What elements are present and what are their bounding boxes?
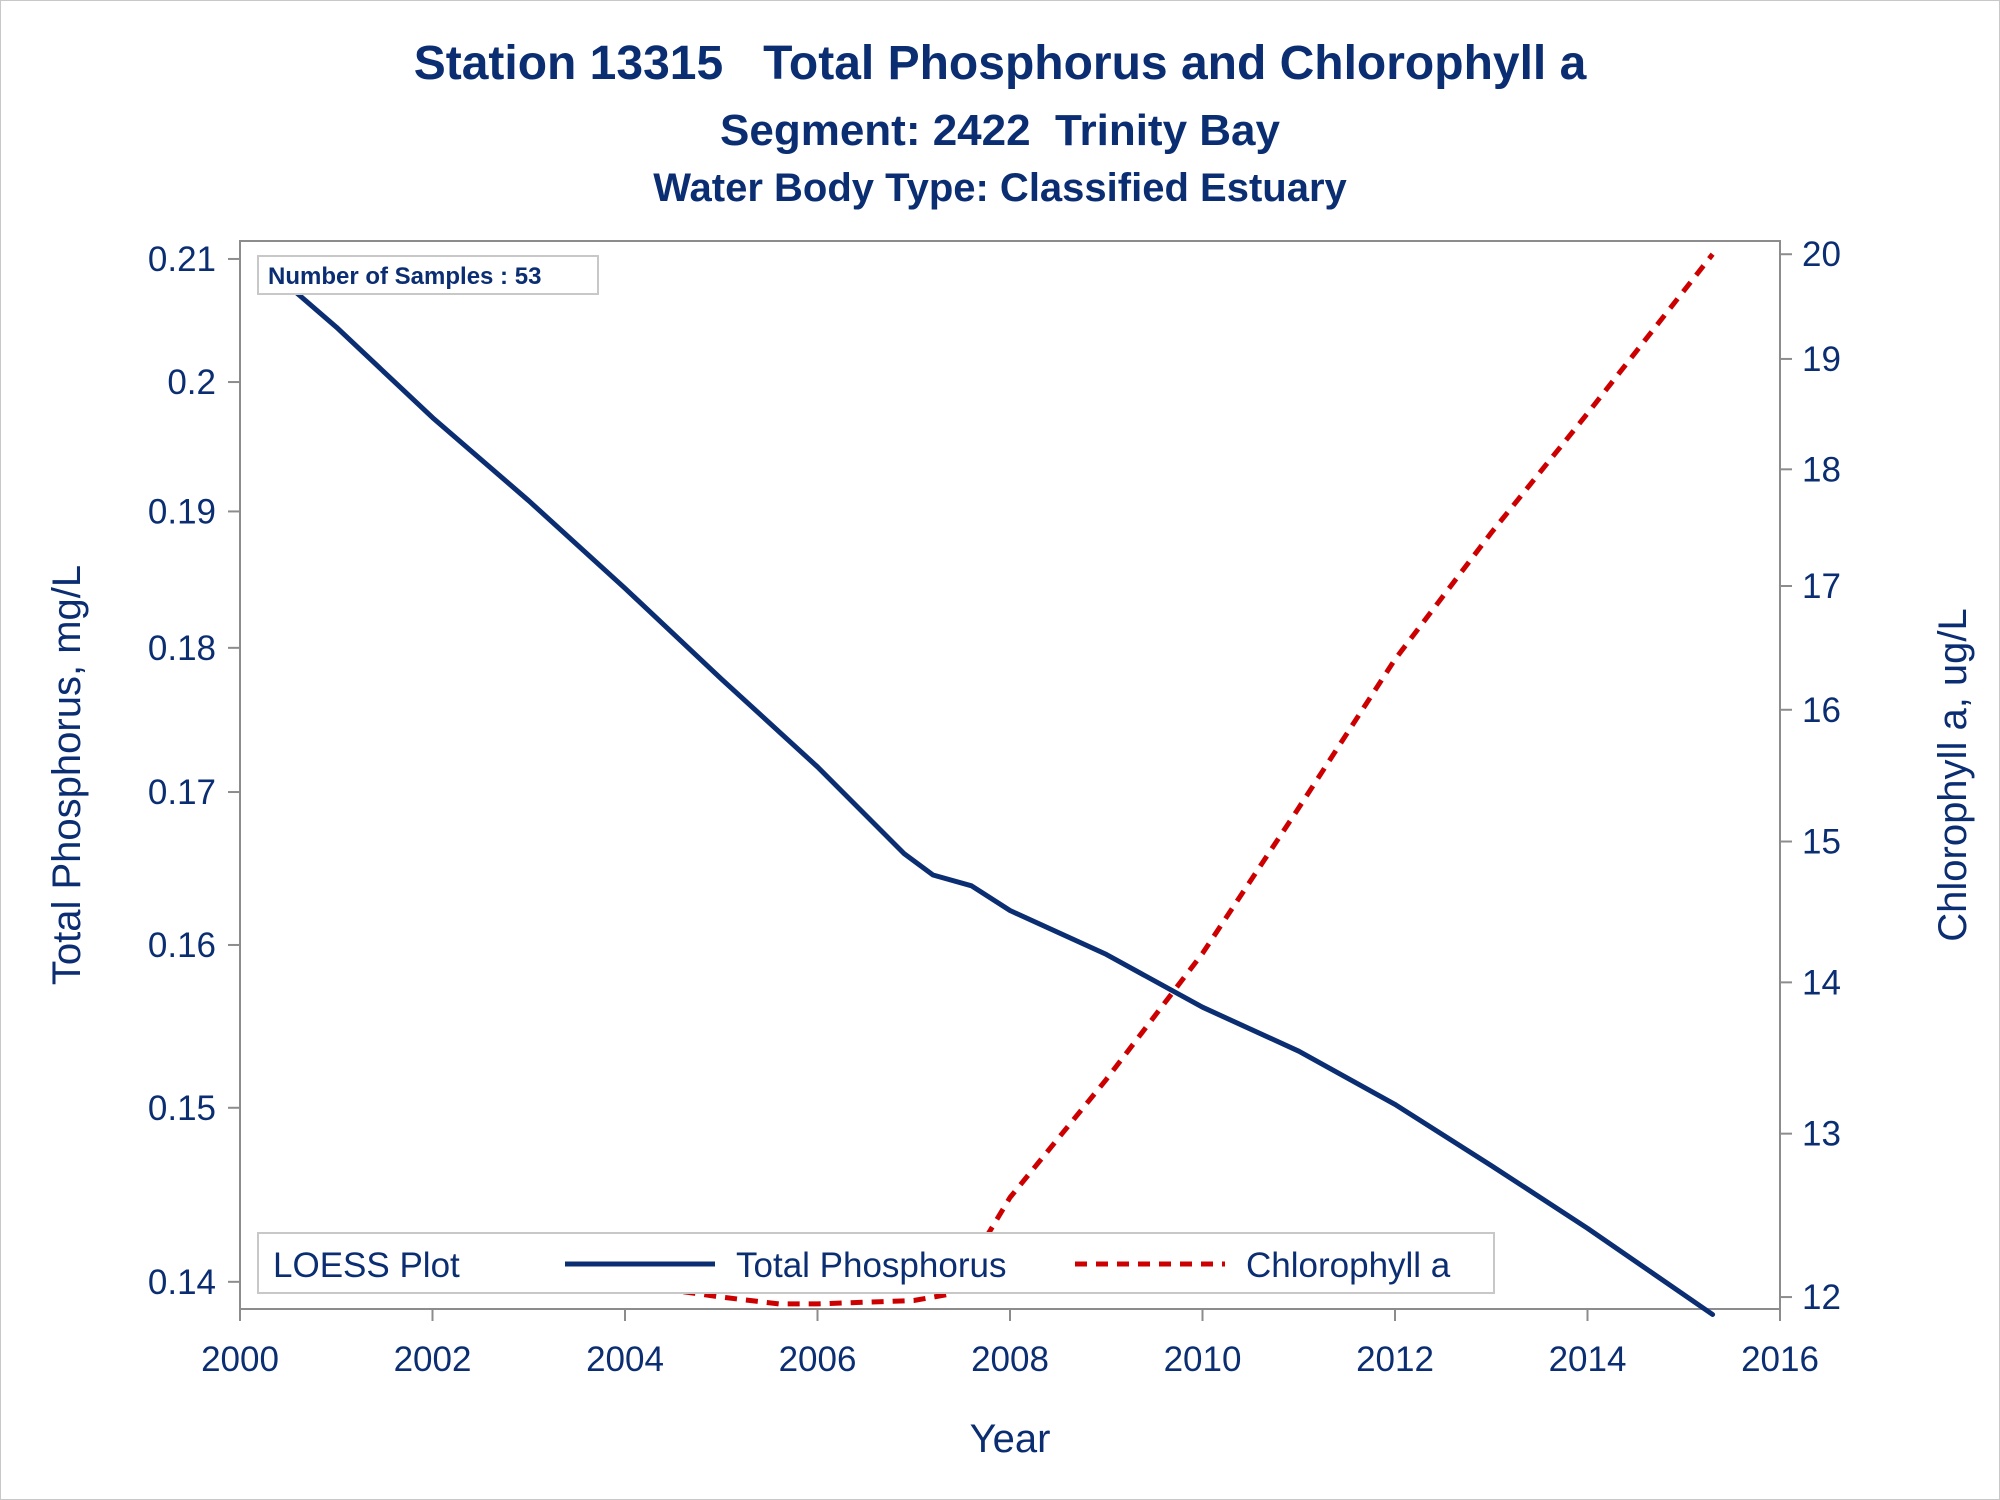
legend-label-chlorophyll-a: Chlorophyll a — [1246, 1246, 1451, 1285]
x-tick-label: 2008 — [971, 1340, 1049, 1379]
x-tick-label: 2012 — [1356, 1340, 1434, 1379]
legend-label-total-phosphorus: Total Phosphorus — [736, 1246, 1006, 1285]
series-chlorophyll-a-line — [287, 252, 1715, 1307]
y-left-tick-label: 0.21 — [148, 240, 216, 279]
y-right-tick-label: 17 — [1802, 567, 1841, 606]
legend-title: LOESS Plot — [273, 1246, 460, 1285]
y-left-tick-label: 0.14 — [148, 1263, 216, 1302]
y-right-tick-label: 15 — [1802, 823, 1841, 862]
legend-box — [257, 1232, 1495, 1294]
sample-count-label: Number of Samples : 53 — [268, 263, 541, 290]
series-total-phosphorus-line — [285, 283, 1716, 1317]
sample-count-box — [257, 255, 599, 295]
y-axis-right-label: Chlorophyll a, ug/L — [1931, 608, 1975, 942]
y-right-tick-label: 12 — [1802, 1278, 1841, 1317]
legend: LOESS Plot Total Phosphorus Chlorophyll … — [257, 1232, 1495, 1294]
x-axis-label: Year — [970, 1417, 1051, 1461]
x-tick-label: 2004 — [586, 1340, 664, 1379]
y-right-tick-label: 19 — [1802, 340, 1841, 379]
x-tick-label: 2006 — [779, 1340, 857, 1379]
y-left-tick-label: 0.17 — [148, 773, 216, 812]
x-axis: 2000 2002 2004 2006 2008 2010 2012 2014 2016 — [201, 1309, 1819, 1379]
y-right-tick-label: 13 — [1802, 1115, 1841, 1154]
y-left-tick-label: 0.16 — [148, 926, 216, 965]
x-tick-label: 2000 — [201, 1340, 279, 1379]
y-left-tick-label: 0.19 — [148, 492, 216, 531]
y-right-tick-label: 14 — [1802, 963, 1841, 1002]
y-axis-left: 0.14 0.15 0.16 0.17 0.18 0.19 0.2 0.21 — [148, 240, 240, 1302]
x-tick-label: 2016 — [1741, 1340, 1819, 1379]
y-right-tick-label: 16 — [1802, 691, 1841, 730]
y-left-tick-label: 0.15 — [148, 1089, 216, 1128]
plot-area — [239, 240, 1781, 1310]
chart-subtitle-segment: Segment: 2422 Trinity Bay — [720, 106, 1280, 155]
y-right-tick-label: 18 — [1802, 450, 1841, 489]
y-left-tick-label: 0.18 — [148, 629, 216, 668]
y-axis-left-label: Total Phosphorus, mg/L — [45, 565, 89, 985]
chart-subtitle-waterbody: Water Body Type: Classified Estuary — [653, 166, 1347, 210]
y-left-tick-label: 0.2 — [167, 363, 216, 402]
chart-title: Station 13315 Total Phosphorus and Chlor… — [413, 37, 1587, 90]
x-tick-label: 2010 — [1164, 1340, 1242, 1379]
sample-count-inset: Number of Samples : 53 — [257, 255, 599, 295]
x-tick-label: 2014 — [1549, 1340, 1627, 1379]
series-layer — [285, 252, 1716, 1317]
y-right-tick-label: 20 — [1802, 235, 1841, 274]
x-tick-label: 2002 — [394, 1340, 472, 1379]
y-axis-right: 12 13 14 15 16 17 18 19 20 — [1780, 235, 1841, 1317]
